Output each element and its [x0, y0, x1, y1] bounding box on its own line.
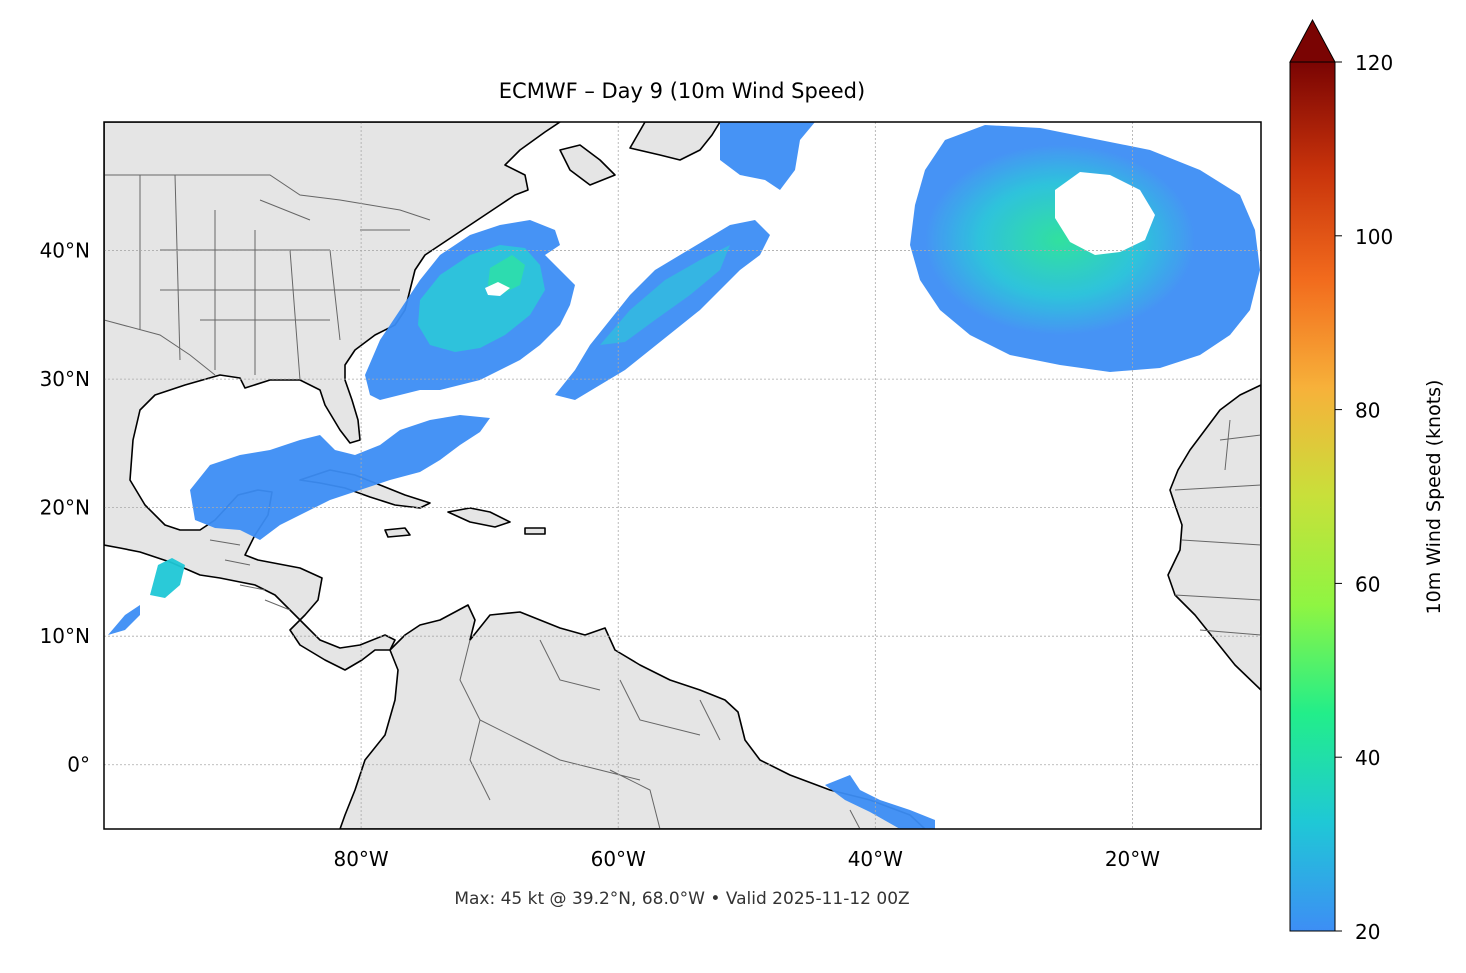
us-mexico-border [104, 319, 216, 376]
map-layers [104, 122, 1261, 829]
colorbar-tick-label: 40 [1355, 746, 1380, 770]
north-atlantic-patch [720, 122, 815, 190]
puerto-rico-land [524, 527, 546, 535]
map-axes: 80°W 60°W 40°W 20°W 40°N 30°N 20°N 10°N 0° [40, 121, 1262, 871]
colorbar-tick-label: 100 [1355, 225, 1393, 249]
colorbar-scale [1289, 61, 1336, 932]
pacific-gulf-tehuantepec [150, 558, 185, 598]
colorbar-ticks: 20 40 60 80 100 120 [1335, 51, 1393, 944]
central-atlantic-core [600, 245, 730, 345]
newfoundland-land [559, 144, 616, 186]
jamaica-land [384, 527, 411, 538]
x-axis-ticks: 80°W 60°W 40°W 20°W [333, 847, 1160, 871]
us-state-lines [139, 174, 410, 381]
gridlines [104, 122, 1261, 829]
north-america-land [104, 122, 561, 671]
y-tick-label: 20°N [40, 496, 90, 520]
y-tick-label: 30°N [40, 367, 90, 391]
y-tick-label: 0° [67, 753, 90, 777]
x-tick-label: 20°W [1105, 847, 1160, 871]
x-tick-label: 80°W [333, 847, 388, 871]
land-layer [104, 122, 1261, 829]
gulf-caribbean-swath [190, 415, 490, 540]
y-tick-label: 40°N [40, 239, 90, 263]
wind-field-layer [108, 122, 1260, 829]
africa-borders [1174, 419, 1261, 636]
x-tick-label: 40°W [848, 847, 903, 871]
eastern-atlantic-eye [1055, 172, 1155, 255]
colorbar-tick-label: 80 [1355, 399, 1380, 423]
colorbar-tick-label: 120 [1355, 51, 1393, 75]
eastern-atlantic-cyclone-core [925, 145, 1195, 335]
pacific-trail [108, 605, 140, 635]
central-america-borders [209, 539, 291, 611]
africa-land [1167, 384, 1261, 691]
colorbar: 20 40 60 80 100 120 10m Wind Speed (knots) [1289, 18, 1445, 944]
colorbar-label: 10m Wind Speed (knots) [1423, 380, 1445, 615]
south-america-borders [459, 639, 861, 829]
us-canada-border [104, 174, 431, 221]
colorbar-tick-label: 20 [1355, 920, 1380, 944]
borders-layer [104, 174, 1261, 829]
colorbar-extend-arrow [1289, 18, 1336, 63]
canada-maritime-land [629, 122, 721, 161]
colorbar-tick-label: 60 [1355, 572, 1380, 596]
equatorial-patch [825, 775, 935, 829]
south-america-land [339, 604, 926, 829]
western-atlantic-eye [485, 282, 510, 296]
map-title: ECMWF – Day 9 (10m Wind Speed) [499, 79, 865, 103]
y-axis-ticks: 40°N 30°N 20°N 10°N 0° [40, 239, 90, 777]
map-frame [103, 121, 1262, 830]
y-tick-label: 10°N [40, 624, 90, 648]
map-footer: Max: 45 kt @ 39.2°N, 68.0°W • Valid 2025… [454, 889, 909, 909]
x-tick-label: 60°W [591, 847, 646, 871]
